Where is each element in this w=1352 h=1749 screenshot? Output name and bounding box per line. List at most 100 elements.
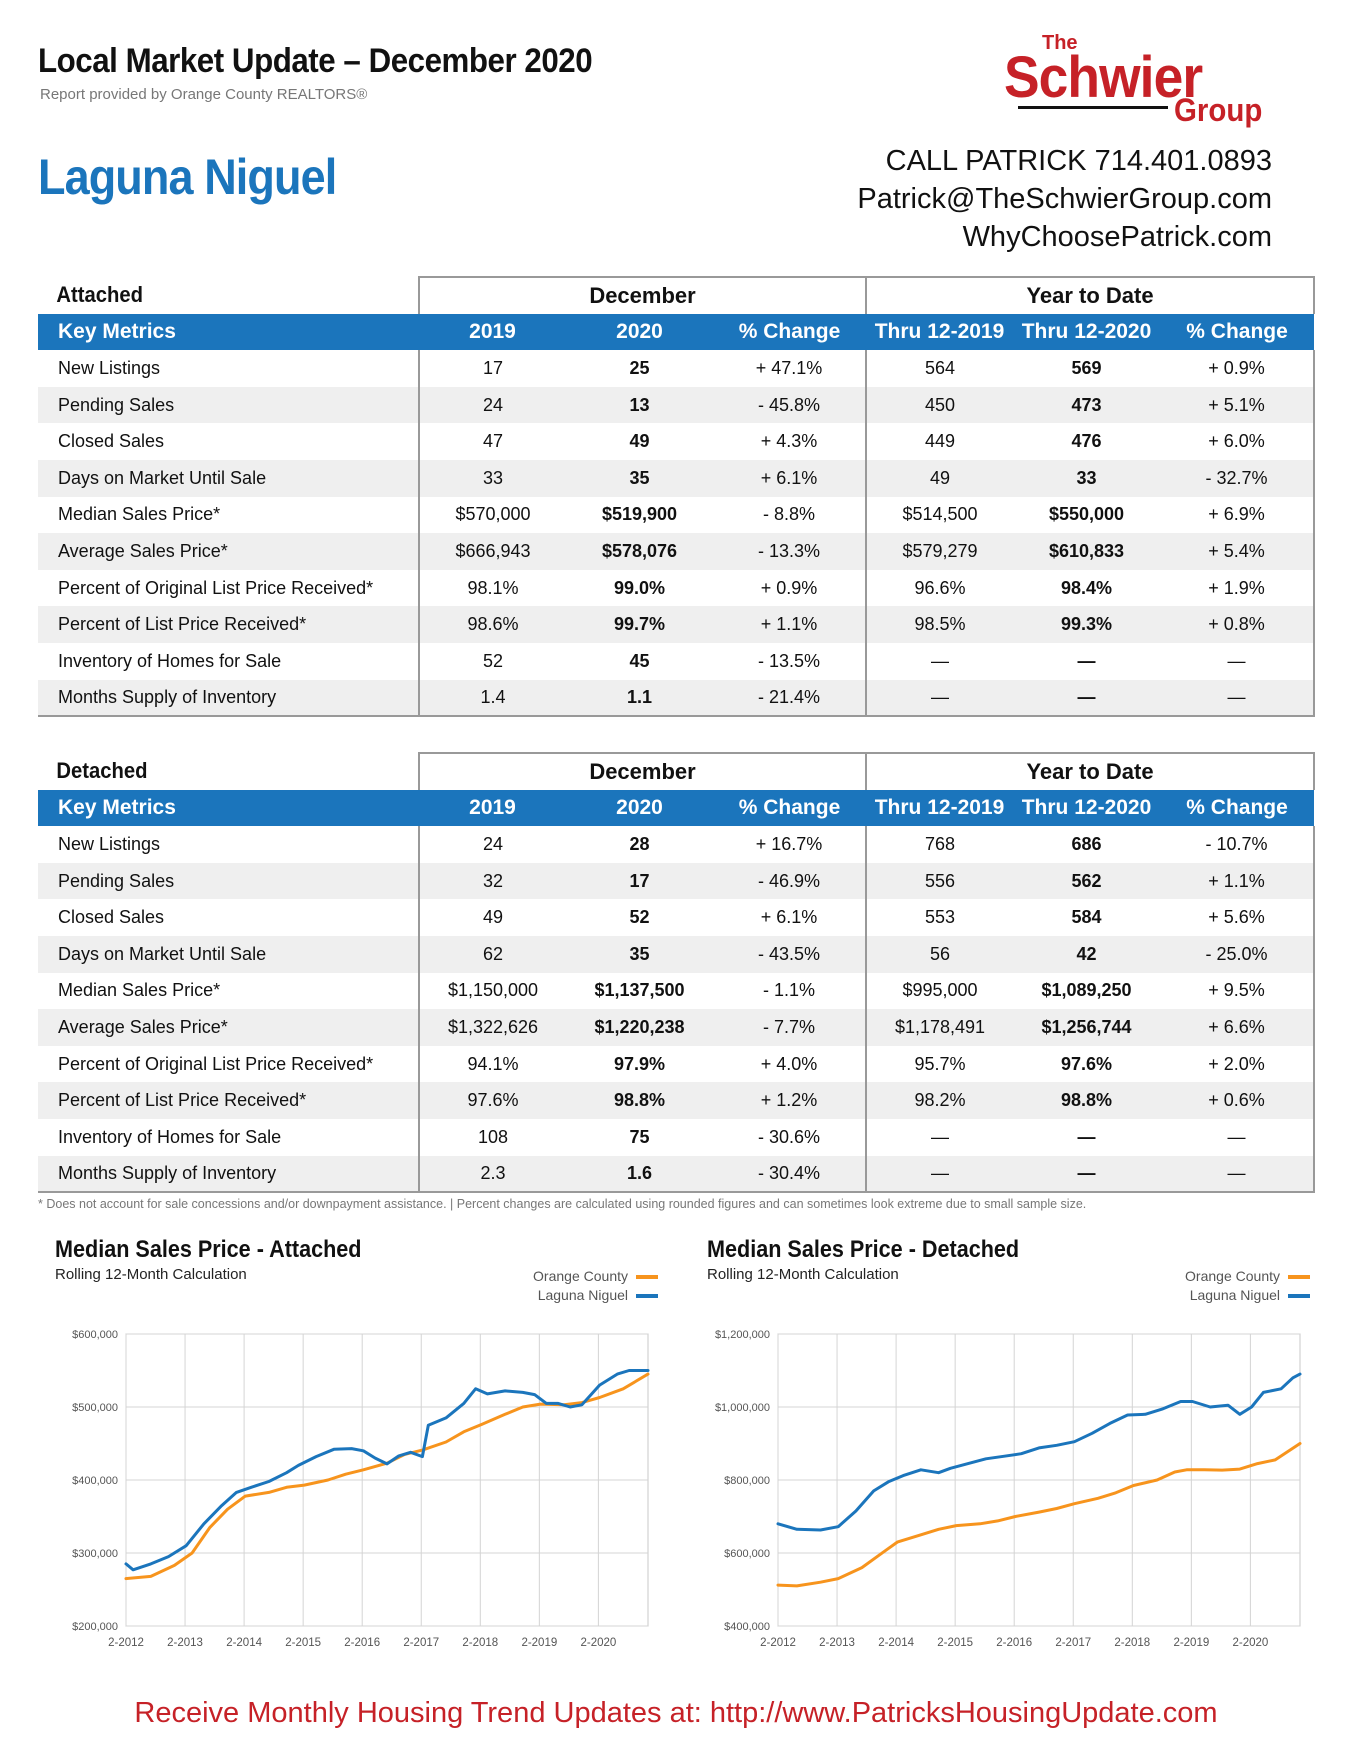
metric-value: — [865, 1155, 1014, 1194]
metric-value: - 45.8% [713, 386, 867, 424]
x-tick-label: 2-2013 [167, 1637, 203, 1649]
legend-entry: Laguna Niguel [538, 1287, 658, 1303]
contact-email[interactable]: Patrick@TheSchwierGroup.com [857, 183, 1272, 215]
metric-value: 99.0% [613, 577, 666, 598]
table-row: Inventory of Homes for Sale 108 75 - 30.6% —… [38, 1118, 1316, 1156]
metric-label: Median Sales Price* [58, 504, 221, 525]
attached-metrics-table: Attached December Year to Date Key Metrics 2… [38, 276, 1316, 718]
metric-label: Pending Sales [38, 862, 419, 900]
table-row: Median Sales Price* $570,000 $519,900 - 8.8… [38, 496, 1316, 534]
metric-value: + 1.9% [1160, 569, 1316, 607]
header-key-metrics: Key Metrics [38, 789, 419, 827]
metric-value: — [1160, 1155, 1316, 1194]
y-tick-label: $1,000,000 [715, 1402, 770, 1414]
metric-value: $1,150,000 [418, 972, 566, 1010]
metric-label: Months Supply of Inventory [38, 1155, 419, 1194]
metric-value: 1.4 [418, 679, 566, 718]
y-tick-label: $500,000 [72, 1402, 118, 1414]
logo-group: Group [1174, 92, 1263, 128]
metric-value: $514,500 [865, 496, 1014, 534]
metric-value: 42 [1013, 935, 1161, 973]
metric-value: 686 [1071, 833, 1102, 854]
metric-value: + 6.1% [760, 907, 818, 928]
header-thru-2020: Thru 12-2020 [1013, 313, 1161, 351]
metric-value: 96.6% [865, 569, 1014, 607]
metric-label: Percent of Original List Price Received* [58, 1053, 374, 1074]
group-year-to-date: Year to Date [865, 276, 1316, 314]
x-tick-label: 2-2020 [1232, 1637, 1268, 1649]
metric-value: $666,943 [418, 533, 566, 570]
metric-value: 24 [418, 386, 566, 424]
metric-value: + 4.0% [760, 1053, 818, 1074]
table-row: Percent of Original List Price Received*… [38, 1045, 1316, 1083]
metric-value: $610,833 [1013, 533, 1161, 570]
header-change: % Change [713, 789, 867, 827]
metric-value: — [865, 642, 1014, 680]
metric-value: 24 [418, 826, 566, 863]
metric-value: - 25.0% [1160, 935, 1316, 973]
header-ytd-change: % Change [1160, 313, 1315, 351]
metric-value: $1,089,250 [1041, 980, 1132, 1001]
orange-county-series-line [124, 1372, 650, 1581]
contact-website[interactable]: WhyChoosePatrick.com [962, 221, 1272, 253]
header-2020: 2020 [566, 313, 713, 351]
legend-swatch [636, 1275, 658, 1280]
metric-value: 49 [629, 431, 650, 452]
legend-entry: Laguna Niguel [1190, 1287, 1310, 1303]
metric-value: 97.6% [418, 1082, 566, 1119]
metric-label: Percent of List Price Received* [38, 606, 419, 643]
metric-value: - 30.6% [757, 1126, 821, 1147]
header-2020: 2020 [566, 789, 713, 827]
y-tick-label: $300,000 [72, 1548, 118, 1560]
metric-value: — [865, 1118, 1014, 1156]
legend-label: Laguna Niguel [1189, 1287, 1280, 1303]
y-tick-label: $1,200,000 [715, 1329, 770, 1341]
metric-label: Inventory of Homes for Sale [58, 650, 282, 671]
metric-value: + 5.1% [1160, 386, 1316, 424]
metric-value: 13 [566, 386, 713, 424]
metric-value: $1,178,491 [865, 1009, 1014, 1046]
chart-attached: Median Sales Price - Attached Rolling 12-… [38, 1236, 658, 1656]
chart-title: Median Sales Price - Detached [707, 1236, 1020, 1263]
metric-value: - 7.7% [713, 1009, 867, 1046]
metric-value: - 13.3% [713, 533, 867, 570]
detached-metrics-table: Detached December Year to Date Key Metrics 2… [38, 752, 1316, 1194]
x-tick-label: 2-2013 [819, 1637, 855, 1649]
metric-value: $570,000 [418, 496, 566, 534]
update-banner[interactable]: Receive Monthly Housing Trend Updates at… [134, 1697, 1218, 1729]
metric-value: - 8.8% [762, 504, 816, 525]
metric-value: 768 [865, 826, 1014, 863]
legend-entry: Orange County [533, 1268, 658, 1284]
metric-value: 98.1% [418, 569, 566, 607]
metric-value: 33 [1013, 459, 1161, 497]
x-tick-label: 2-2016 [344, 1637, 380, 1649]
x-tick-label: 2-2012 [108, 1637, 144, 1649]
metric-value: + 47.1% [755, 357, 823, 378]
metric-value: 62 [418, 935, 566, 973]
metric-value: 564 [865, 350, 1014, 387]
contact-phone[interactable]: CALL PATRICK 714.401.0893 [885, 145, 1272, 177]
metric-value: 32 [418, 862, 566, 900]
y-tick-label: $800,000 [724, 1475, 770, 1487]
metric-value: 2.3 [418, 1155, 566, 1194]
metric-value: + 0.8% [1160, 606, 1316, 643]
metric-value: 562 [1013, 862, 1161, 900]
table-row: Closed Sales 47 49 + 4.3% 449 476 + 6.0% [38, 423, 1316, 460]
header-2019: 2019 [419, 789, 566, 827]
report-title: Local Market Update – December 2020 [38, 42, 593, 80]
metric-value: 569 [1071, 357, 1102, 378]
metric-value: 473 [1013, 386, 1161, 424]
column-header-row: Key Metrics 2019 2020% Change Thru 12-2019 T… [38, 789, 1315, 827]
contact-block: CALL PATRICK 714.401.0893 Patrick@TheSch… [857, 142, 1272, 256]
report-subtitle: Report provided by Orange County REALTOR… [40, 86, 368, 103]
metric-value: 75 [629, 1126, 650, 1147]
metric-value: + 1.1% [1160, 862, 1316, 900]
schwier-group-logo: The Schwier Group [1004, 30, 1284, 130]
metric-value: - 13.5% [757, 650, 821, 671]
metric-value: + 16.7% [755, 833, 823, 854]
metric-label: New Listings [58, 833, 161, 854]
table-row: Months Supply of Inventory 1.4 1.1- 21.4% —… [38, 679, 1316, 718]
metric-value: - 46.9% [713, 862, 867, 900]
metric-value: 99.7% [566, 606, 713, 643]
metric-value: 450 [865, 386, 1014, 424]
